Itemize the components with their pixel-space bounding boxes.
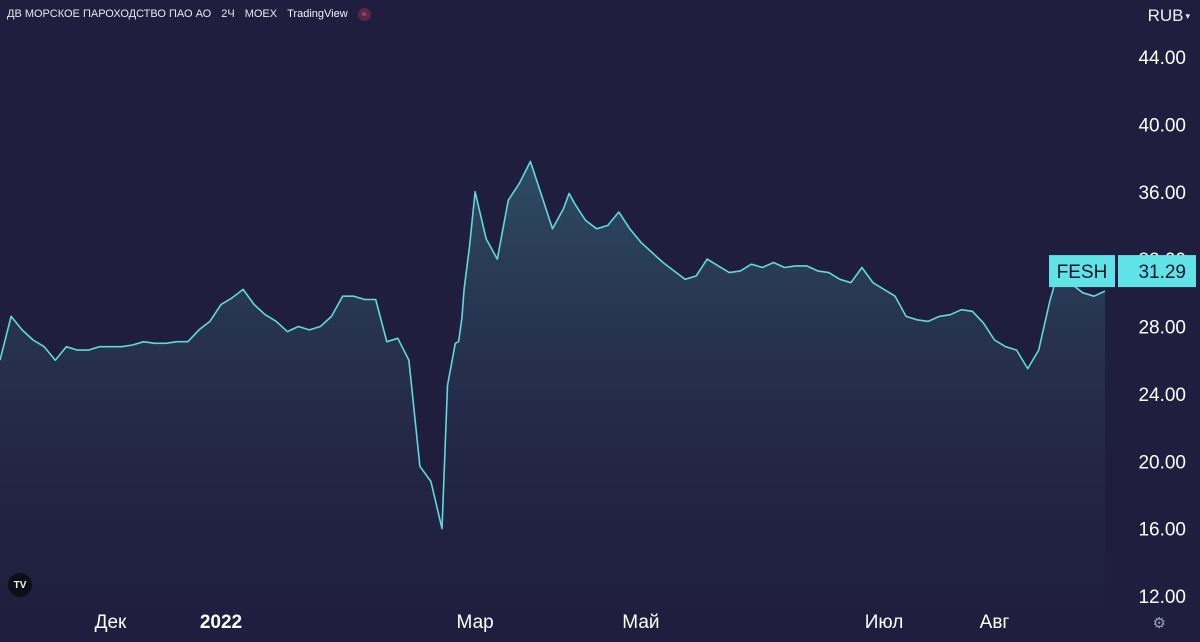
instrument-name: ДВ МОРСКОЕ ПАРОХОДСТВО ПАО АО — [7, 8, 212, 20]
interval-label[interactable]: 2Ч — [221, 8, 235, 20]
currency-label: RUB — [1147, 6, 1184, 25]
y-tick-label: 28.00 — [1138, 318, 1186, 339]
y-tick-label: 16.00 — [1138, 520, 1186, 541]
y-tick-label: 24.00 — [1138, 385, 1186, 406]
exchange-label: MOEX — [244, 8, 278, 20]
chart-header: ДВ МОРСКОЕ ПАРОХОДСТВО ПАО АО 2Ч MOEX Tr… — [7, 6, 371, 22]
y-tick-label: 44.00 — [1138, 48, 1186, 69]
tradingview-wave-icon[interactable]: ≈ — [357, 7, 371, 21]
y-tick-label: 20.00 — [1138, 452, 1186, 473]
y-tick-label: 36.00 — [1138, 183, 1186, 204]
last-price-label: 31.29 — [1138, 262, 1186, 283]
brand-label: TradingView — [287, 8, 348, 20]
ticker-label: FESH — [1057, 262, 1108, 283]
tradingview-logo-icon[interactable]: TV — [8, 573, 32, 597]
x-tick-label: Июл — [865, 612, 904, 633]
x-tick-label: 2022 — [200, 612, 242, 633]
price-area-fill — [0, 161, 1105, 642]
y-tick-label: 12.00 — [1138, 587, 1186, 608]
x-tick-label: Дек — [95, 612, 127, 633]
currency-selector[interactable]: RUB ▾ — [1148, 6, 1190, 26]
x-tick-label: Мар — [457, 612, 494, 633]
chevron-down-icon: ▾ — [1185, 10, 1190, 21]
x-tick-label: Авг — [980, 612, 1010, 633]
last-price-marker[interactable]: FESH 31.29 — [1049, 255, 1196, 288]
y-tick-label: 40.00 — [1138, 115, 1186, 136]
settings-gear-icon[interactable]: ⚙ — [1152, 615, 1166, 632]
price-line — [0, 160, 1106, 530]
x-tick-label: Май — [622, 612, 659, 633]
